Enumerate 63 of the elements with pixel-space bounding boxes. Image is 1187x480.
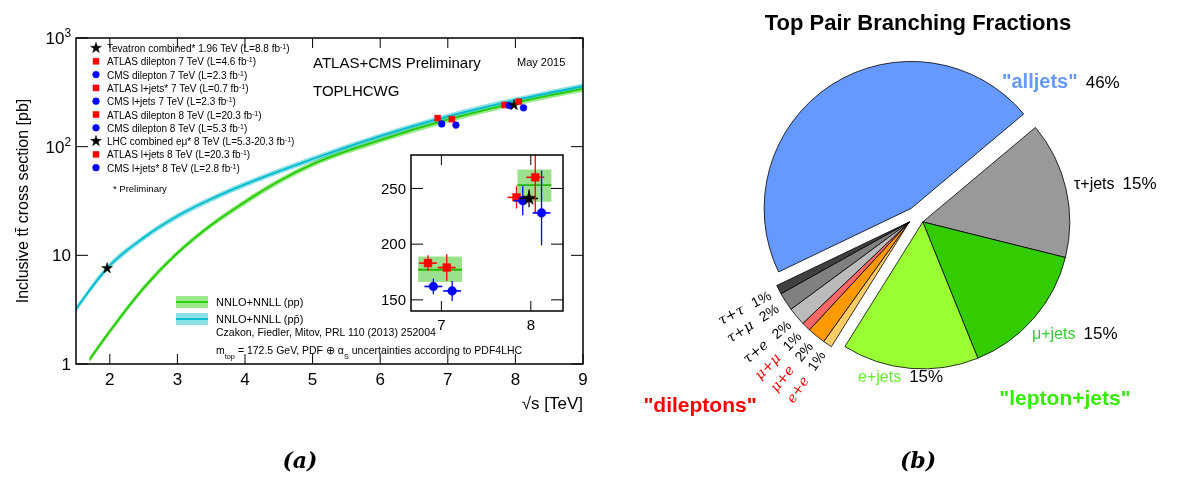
- point: [423, 258, 433, 268]
- x-tick-label: 4: [240, 370, 250, 389]
- legend-label: NNLO+NNLL (pp̄): [216, 313, 304, 325]
- legend-label: CMS dilepton 8 TeV (L=5.3 fb$^{-1}$): [107, 122, 248, 134]
- point: [448, 115, 456, 123]
- legend-label: CMS l+jets* 8 TeV (L=2.8 fb$^{-1}$): [107, 162, 240, 174]
- chart-title: Top Pair Branching Fractions: [764, 10, 1072, 35]
- text: (a): [282, 447, 318, 473]
- y-tick-label: 10$^{2}$: [45, 134, 72, 157]
- point: [519, 104, 528, 112]
- legend-label: LHC combined eμ* 8 TeV (L=5.3-20.3 fb$^{-1}$): [107, 135, 295, 148]
- point: [447, 286, 457, 296]
- x-tick-label: 8: [510, 370, 521, 389]
- point: [536, 208, 547, 218]
- data-label: 15%: [1122, 174, 1157, 193]
- point: [434, 114, 441, 122]
- point: [531, 173, 540, 182]
- annotation: m$_{top}$ = 172.5 GeV, PDF ⊕ α$_{S}$ uncertainties according to PDF4LHC: [216, 344, 523, 361]
- legend-label: CMS dilepton 7 TeV (L=2.3 fb$^{-1}$): [107, 69, 248, 81]
- text: (b): [899, 447, 937, 473]
- x-tick-label: 2: [105, 370, 115, 389]
- y-axis-title: Inclusive tt̄ cross section [pb]: [14, 98, 31, 304]
- point: [442, 263, 451, 272]
- data-label: 15%: [909, 367, 944, 386]
- slice-label: "alljets": [1002, 70, 1078, 92]
- y-tick-label: 1: [61, 354, 71, 374]
- legend-label: ATLAS l+jets 8 TeV (L=20.3 fb$^{-1}$): [107, 148, 251, 161]
- slice-label: τ+jets: [1074, 175, 1115, 192]
- slice-label: μ+jets: [1032, 325, 1076, 342]
- x-tick-label: 8: [526, 316, 535, 333]
- point: [101, 262, 113, 274]
- point: [428, 281, 438, 292]
- x-tick-label: 9: [578, 370, 588, 389]
- y-tick-label: 10: [52, 246, 71, 266]
- y-tick-label: 250: [380, 179, 406, 197]
- x-tick-label: 7: [443, 370, 453, 389]
- point: [452, 121, 460, 129]
- annotation: May 2015: [517, 56, 566, 68]
- annotation: TOPLHCWG: [313, 82, 400, 99]
- text: "lepton+jets": [999, 386, 1131, 409]
- x-axis-title: √s [TeV]: [521, 394, 583, 413]
- legend-label: CMS l+jets 7 TeV (L=2.3 fb$^{-1}$): [107, 95, 236, 108]
- legend-label: Tevatron combined* 1.96 TeV (L=8.8 fb$^{-1}$): [107, 42, 290, 54]
- legend-label: ATLAS dilepton 8 TeV (L=20.3 fb$^{-1}$): [107, 109, 262, 121]
- annotation: ATLAS+CMS Preliminary: [313, 54, 482, 71]
- legend-label: ATLAS dilepton 7 TeV (L=4.6 fb$^{-1}$): [107, 55, 257, 68]
- x-tick-label: 3: [172, 370, 183, 389]
- annotation: Czakon, Fiedler, Mitov, PRL 110 (2013) 252004: [216, 326, 436, 338]
- x-tick-label: 6: [375, 370, 385, 389]
- annotation: * Preliminary: [113, 183, 168, 194]
- legend-label: ATLAS l+jets* 7 TeV (L=0.7 fb$^{-1}$): [107, 82, 249, 94]
- x-tick-label: 7: [437, 316, 446, 333]
- text: "dileptons": [643, 393, 757, 416]
- data-label: 46%: [1085, 73, 1120, 92]
- point: [515, 98, 523, 105]
- y-tick-label: 10$^{3}$: [45, 25, 72, 48]
- y-tick-label: 150: [380, 291, 406, 309]
- x-tick-label: 5: [307, 370, 318, 389]
- point: [438, 120, 446, 128]
- y-tick-label: 200: [380, 235, 406, 253]
- data-label: 15%: [1083, 324, 1118, 343]
- legend-label: NNLO+NNLL (pp): [216, 296, 304, 308]
- slice-label: e+jets: [858, 368, 902, 385]
